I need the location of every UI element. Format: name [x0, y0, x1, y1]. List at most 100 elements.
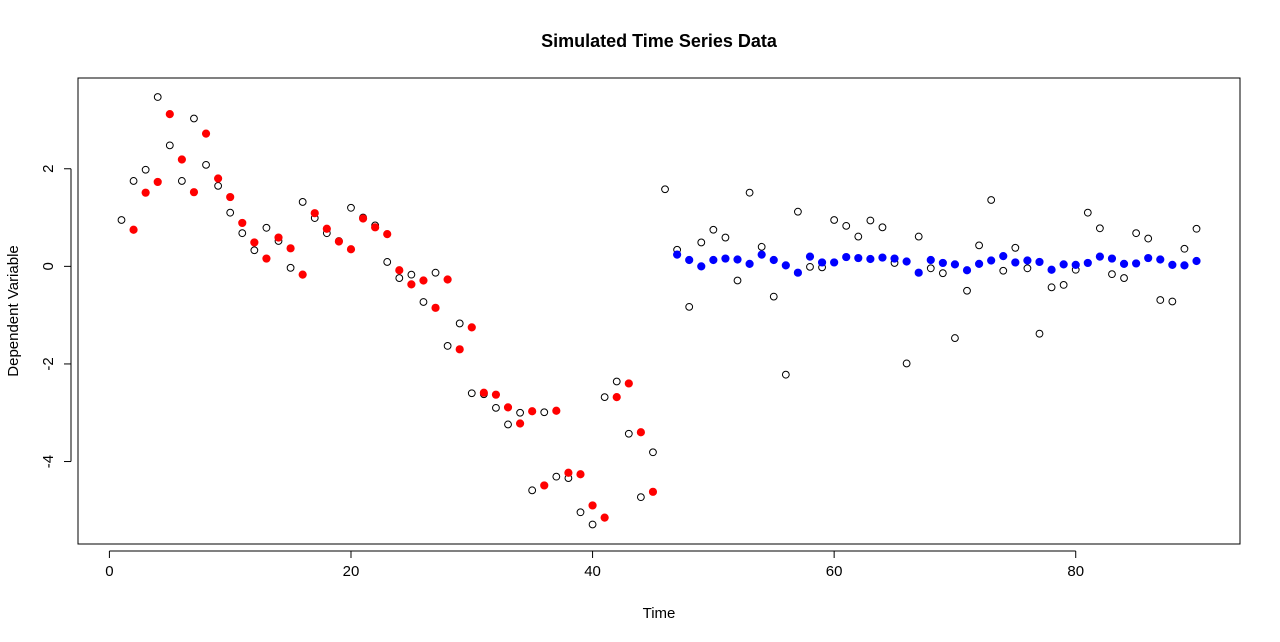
filled-point — [1119, 259, 1129, 269]
filled-point — [528, 407, 537, 416]
filled-point — [1168, 260, 1177, 269]
filled-point — [817, 258, 827, 267]
open-point — [1168, 297, 1177, 306]
filled-point — [419, 276, 428, 285]
filled-point — [1144, 253, 1153, 263]
open-point — [600, 393, 609, 402]
filled-point — [1047, 265, 1056, 274]
open-point — [757, 242, 766, 251]
filled-point — [1180, 261, 1189, 270]
filled-point — [962, 266, 972, 275]
filled-point — [552, 406, 561, 415]
data-points — [117, 93, 1201, 529]
filled-point — [177, 155, 186, 164]
filled-point — [1071, 260, 1080, 269]
x-tick-label: 80 — [1067, 563, 1084, 580]
filled-point — [274, 233, 283, 242]
open-point — [1011, 243, 1020, 252]
y-tick-label: -2 — [40, 357, 57, 370]
open-point — [1095, 224, 1104, 233]
open-point — [455, 319, 464, 328]
open-point — [612, 377, 621, 386]
filled-point — [298, 270, 307, 279]
filled-point — [733, 255, 742, 264]
filled-point — [793, 268, 803, 277]
filled-point — [769, 255, 778, 265]
open-point — [226, 208, 235, 217]
open-point — [685, 302, 694, 311]
open-point — [794, 207, 802, 216]
filled-point — [1011, 258, 1020, 267]
open-point — [177, 177, 186, 185]
open-point — [214, 181, 223, 190]
chart-title: Simulated Time Series Data — [541, 31, 778, 51]
open-point — [721, 233, 730, 242]
open-point — [745, 188, 754, 197]
filled-point — [987, 256, 996, 265]
open-point — [165, 141, 174, 150]
open-point — [1023, 264, 1032, 273]
filled-point — [262, 254, 271, 263]
open-point — [407, 270, 416, 279]
filled-point — [201, 129, 211, 138]
filled-point — [165, 110, 174, 119]
filled-point — [842, 252, 851, 262]
filled-point — [974, 259, 984, 269]
open-point — [661, 185, 669, 194]
filled-point — [1156, 255, 1165, 264]
filled-point — [443, 275, 452, 284]
open-point — [1192, 224, 1201, 233]
open-point — [1132, 229, 1141, 238]
open-point — [975, 241, 983, 250]
filled-point — [685, 255, 694, 265]
open-point — [624, 429, 633, 438]
open-point — [649, 448, 657, 457]
filled-point — [926, 255, 935, 265]
filled-point — [636, 428, 645, 437]
filled-point — [238, 218, 247, 228]
open-point — [1156, 296, 1165, 304]
filled-point — [479, 388, 488, 397]
filled-point — [286, 244, 295, 253]
open-point — [999, 266, 1008, 275]
open-point — [202, 160, 210, 169]
open-point — [709, 225, 718, 234]
x-axis-label: Time — [643, 605, 676, 622]
series-0 — [117, 93, 1201, 529]
filled-point — [371, 223, 380, 232]
series-2 — [673, 250, 1201, 277]
plot-frame — [77, 77, 1241, 545]
open-point — [395, 274, 404, 282]
filled-point — [697, 262, 706, 271]
open-point — [117, 216, 126, 224]
open-point — [383, 258, 392, 266]
filled-point — [950, 260, 960, 269]
filled-point — [226, 192, 235, 202]
open-point — [914, 232, 923, 241]
filled-point — [624, 379, 633, 388]
open-point — [733, 276, 742, 285]
open-point — [467, 389, 476, 398]
open-point — [238, 229, 247, 238]
open-point — [129, 177, 138, 185]
open-point — [588, 520, 597, 529]
filled-point — [890, 254, 899, 263]
filled-point — [383, 230, 392, 239]
filled-point — [467, 323, 476, 332]
filled-point — [153, 177, 162, 187]
open-point — [1083, 208, 1092, 217]
open-point — [1144, 234, 1153, 243]
open-point — [951, 334, 959, 342]
filled-point — [721, 254, 730, 263]
open-point — [1108, 270, 1116, 279]
filled-point — [878, 253, 887, 262]
open-point — [576, 508, 585, 517]
open-point — [697, 238, 706, 247]
y-tick-label: 2 — [40, 165, 57, 173]
filled-point — [358, 214, 368, 223]
open-point — [842, 221, 851, 230]
filled-point — [491, 390, 501, 399]
open-point — [830, 216, 839, 224]
